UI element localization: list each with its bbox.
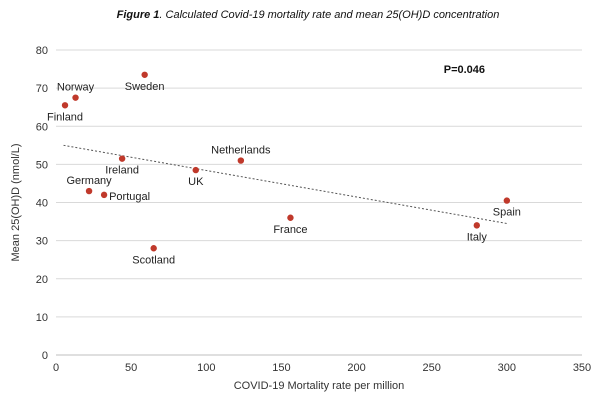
point-label: Germany [66,175,112,187]
y-tick-label: 50 [36,159,48,171]
data-point [192,166,199,174]
x-axis-ticks: 0 50 100 150 200 250 300 350 [53,362,591,374]
point-label: Finland [47,111,83,123]
chart-title-prefix: Figure 1 [117,9,160,21]
data-point [473,222,480,229]
point-label: Italy [467,231,488,243]
y-tick-label: 40 [36,198,48,210]
point-label: UK [188,176,204,188]
chart-title: Figure 1. Calculated Covid-19 mortality … [117,9,500,21]
point-label: Netherlands [211,145,271,157]
y-tick-label: 80 [36,45,48,57]
point-label: Portugal [109,191,150,203]
data-points: Sweden Norway Finland Netherlands Ireland UK G… [47,71,521,266]
y-tick-label: 30 [36,236,48,248]
trendline [63,144,507,224]
data-point [85,187,93,195]
data-point [61,102,69,109]
point-label: Norway [57,82,95,94]
data-point [100,191,108,199]
x-tick-label: 250 [423,362,441,374]
point-label: Ireland [105,165,139,177]
data-point [503,197,511,204]
point-label: Spain [493,207,521,219]
data-point [141,71,148,78]
grid-lines [56,49,582,318]
data-point [237,157,245,164]
point-label: Sweden [125,81,165,93]
x-tick-label: 200 [347,362,365,374]
x-tick-label: 150 [272,362,290,374]
x-tick-label: 100 [197,362,215,374]
x-tick-label: 0 [53,362,59,374]
x-tick-label: 50 [125,362,137,374]
x-tick-label: 300 [498,362,516,374]
y-tick-label: 70 [36,83,48,95]
y-tick-label: 10 [36,312,48,324]
point-label: Scotland [132,254,175,266]
y-axis-label: Mean 25(OH)D (nmol/L) [10,144,22,262]
point-label: France [273,224,307,236]
y-tick-label: 20 [36,274,48,286]
y-tick-label: 60 [36,121,48,133]
p-value-annotation: P=0.046 [444,64,485,76]
data-point [150,245,157,252]
x-axis-label: COVID-19 Mortality rate per million [234,380,405,392]
data-point [118,155,126,162]
data-point [287,214,294,221]
y-tick-label: 0 [42,350,48,362]
data-point [72,94,79,101]
y-axis-ticks: 0 10 20 30 40 50 60 70 80 [36,45,48,362]
x-tick-label: 350 [573,362,591,374]
chart-title-rest: . Calculated Covid-19 mortality rate and… [159,9,499,21]
